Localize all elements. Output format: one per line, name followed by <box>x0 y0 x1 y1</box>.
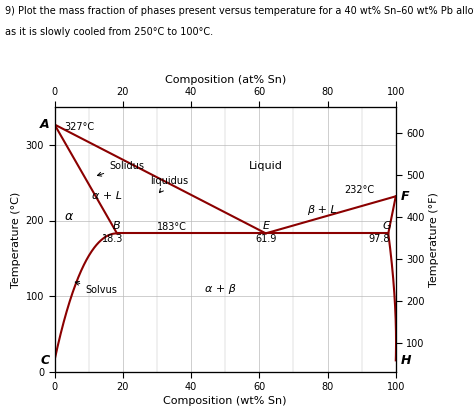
Text: H: H <box>401 354 411 367</box>
Text: 18.3: 18.3 <box>102 234 123 244</box>
Text: G: G <box>383 221 392 231</box>
Y-axis label: Temperature (°C): Temperature (°C) <box>11 191 21 288</box>
Y-axis label: Temperature (°F): Temperature (°F) <box>429 192 439 287</box>
Text: (Pb): (Pb) <box>51 419 71 420</box>
Text: α + L: α + L <box>92 192 122 201</box>
Text: Solidus: Solidus <box>98 161 144 176</box>
Text: F: F <box>401 190 410 203</box>
Text: B: B <box>113 221 121 231</box>
Text: α: α <box>65 210 73 223</box>
Text: 327°C: 327°C <box>65 122 95 132</box>
Text: 97.8: 97.8 <box>368 234 390 244</box>
Text: E: E <box>262 221 269 231</box>
Text: C: C <box>40 354 49 367</box>
Text: A: A <box>40 118 49 131</box>
Text: 61.9: 61.9 <box>255 234 276 244</box>
Text: α + β: α + β <box>205 284 236 294</box>
Text: 232°C: 232°C <box>345 185 375 195</box>
X-axis label: Composition (wt% Sn): Composition (wt% Sn) <box>164 396 287 406</box>
Text: (Sn): (Sn) <box>376 419 396 420</box>
Text: 9) Plot the mass fraction of phases present versus temperature for a 40 wt% Sn–6: 9) Plot the mass fraction of phases pres… <box>5 6 474 16</box>
Text: liquidus: liquidus <box>150 176 188 193</box>
X-axis label: Composition (at% Sn): Composition (at% Sn) <box>164 74 286 84</box>
Text: β + L: β + L <box>307 205 337 215</box>
Text: Solvus: Solvus <box>75 281 117 295</box>
Text: Liquid: Liquid <box>249 161 283 171</box>
Text: 183°C: 183°C <box>157 222 187 232</box>
Text: as it is slowly cooled from 250°C to 100°C.: as it is slowly cooled from 250°C to 100… <box>5 27 213 37</box>
